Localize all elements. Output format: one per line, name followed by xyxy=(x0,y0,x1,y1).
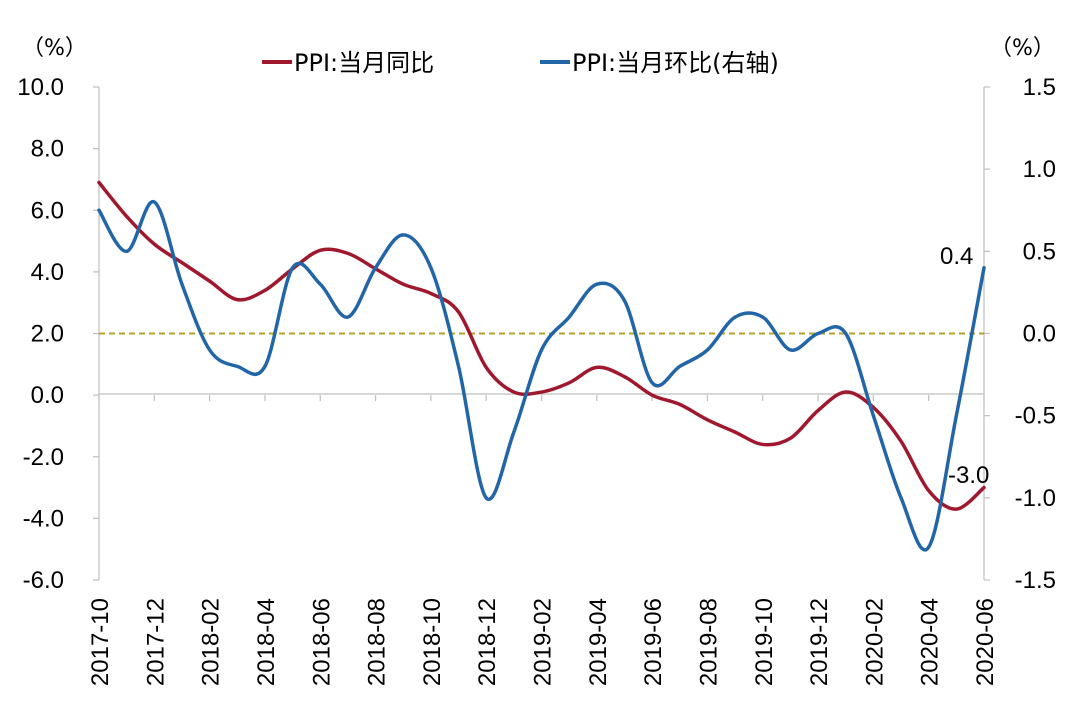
right-tick-label: -1.5 xyxy=(1015,567,1056,594)
x-tick-label: 2018-02 xyxy=(198,598,225,686)
left-tick-label: 6.0 xyxy=(31,197,64,224)
data-label-yoy-last: -3.0 xyxy=(948,462,989,489)
legend-label-yoy: PPI:当月同比 xyxy=(294,49,434,77)
right-tick-label: 0.0 xyxy=(1023,321,1056,348)
x-axis-ticks xyxy=(98,395,985,402)
left-tick-label: 8.0 xyxy=(31,136,64,163)
legend-label-mom: PPI:当月环比(右轴) xyxy=(572,49,779,77)
x-tick-label: 2018-06 xyxy=(308,598,335,686)
x-tick-label: 2020-02 xyxy=(861,598,888,686)
left-tick-label: 0.0 xyxy=(31,382,64,409)
left-tick-label: -6.0 xyxy=(23,567,64,594)
x-tick-label: 2019-06 xyxy=(640,598,667,686)
left-tick-label: -2.0 xyxy=(23,444,64,471)
x-tick-label: 2018-10 xyxy=(419,598,446,686)
right-tick-label: 1.0 xyxy=(1023,156,1056,183)
left-tick-label: 4.0 xyxy=(31,259,64,286)
right-tick-label: -0.5 xyxy=(1015,403,1056,430)
x-tick-label: 2019-08 xyxy=(695,598,722,686)
x-tick-label: 2019-02 xyxy=(530,598,557,686)
x-tick-label: 2017-12 xyxy=(142,598,169,686)
left-tick-label: 10.0 xyxy=(17,74,64,101)
x-tick-label: 2018-04 xyxy=(253,598,280,686)
right-axis-ticks: 1.5 1.0 0.5 0.0 -0.5 -1.0 -1.5 xyxy=(984,74,1056,594)
right-tick-label: -1.0 xyxy=(1015,485,1056,512)
left-axis-unit: （%） xyxy=(22,36,87,61)
data-label-mom-last: 0.4 xyxy=(940,243,973,270)
x-axis-labels: 2017-10 2017-12 2018-02 2018-04 2018-06 2018-… xyxy=(87,598,999,686)
series-line-ppi-yoy xyxy=(97,180,986,511)
right-tick-label: 1.5 xyxy=(1023,74,1056,101)
x-tick-label: 2018-12 xyxy=(474,598,501,686)
x-tick-label: 2020-06 xyxy=(972,598,999,686)
x-tick-label: 2019-12 xyxy=(806,598,833,686)
x-tick-label: 2019-10 xyxy=(751,598,778,686)
right-tick-label: 0.5 xyxy=(1023,238,1056,265)
left-tick-label: 2.0 xyxy=(31,321,64,348)
left-tick-label: -4.0 xyxy=(23,505,64,532)
right-axis-unit: （%） xyxy=(990,36,1055,61)
series-line-ppi-mom xyxy=(97,200,986,552)
legend: PPI:当月同比 PPI:当月环比(右轴) xyxy=(262,49,779,77)
x-tick-label: 2017-10 xyxy=(87,598,114,686)
x-tick-label: 2018-08 xyxy=(364,598,391,686)
left-axis-ticks: 10.0 8.0 6.0 4.0 2.0 0.0 -2.0 -4.0 -6.0 xyxy=(17,74,99,594)
x-tick-label: 2020-04 xyxy=(917,598,944,686)
x-tick-label: 2019-04 xyxy=(585,598,612,686)
